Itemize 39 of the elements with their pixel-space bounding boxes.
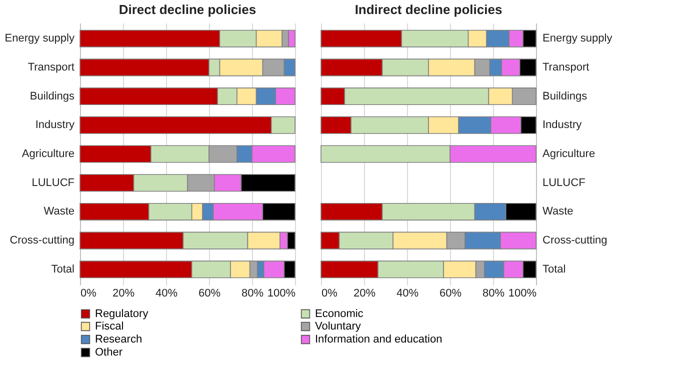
- legend-label: Regulatory: [95, 308, 149, 320]
- x-tick-label: 80%: [241, 288, 264, 300]
- y-tick-label: Energy supply: [542, 32, 613, 45]
- legend-label: Research: [95, 334, 142, 346]
- x-tick-label: 60%: [198, 288, 221, 300]
- y-tick-label: Agriculture: [22, 148, 74, 160]
- chart-title: Direct decline policies: [118, 2, 256, 17]
- legend-label: Economic: [315, 308, 364, 320]
- y-tick-label: Waste: [44, 206, 74, 218]
- y-tick-label: Transport: [542, 61, 590, 74]
- x-tick-label: 40%: [155, 288, 178, 300]
- y-tick-label: Total: [542, 263, 566, 276]
- y-tick-label: Total: [51, 263, 74, 276]
- y-tick-label: LULUCF: [542, 176, 586, 189]
- y-tick-label: Waste: [542, 206, 574, 218]
- x-tick-label: 0%: [80, 288, 97, 300]
- y-tick-label: Cross-cutting: [10, 234, 74, 247]
- x-tick-label: 80%: [482, 288, 505, 300]
- legend-label: Fiscal: [95, 320, 124, 332]
- y-tick-label: Buildings: [542, 90, 588, 102]
- x-tick-label: 60%: [439, 288, 462, 300]
- y-tick-label: Agriculture: [542, 148, 596, 160]
- y-tick-label: LULUCF: [32, 176, 75, 189]
- x-tick-label: 100%: [267, 288, 296, 300]
- x-tick-label: 100%: [508, 288, 537, 300]
- x-tick-label: 20%: [112, 288, 135, 300]
- chart-title: Indirect decline policies: [354, 2, 502, 17]
- x-tick-label: 20%: [353, 288, 376, 300]
- y-tick-label: Energy supply: [4, 32, 75, 45]
- legend-label: Other: [95, 346, 123, 358]
- legend-label: Voluntary: [315, 320, 362, 332]
- y-tick-label: Cross-cutting: [542, 234, 608, 247]
- x-tick-label: 40%: [396, 288, 419, 300]
- legend-label: Information and education: [315, 334, 442, 346]
- x-tick-label: 0%: [322, 288, 338, 300]
- y-tick-label: Buildings: [30, 90, 75, 102]
- y-tick-label: Transport: [28, 61, 74, 74]
- y-tick-label: Industry: [542, 119, 582, 132]
- y-tick-label: Industry: [35, 119, 75, 132]
